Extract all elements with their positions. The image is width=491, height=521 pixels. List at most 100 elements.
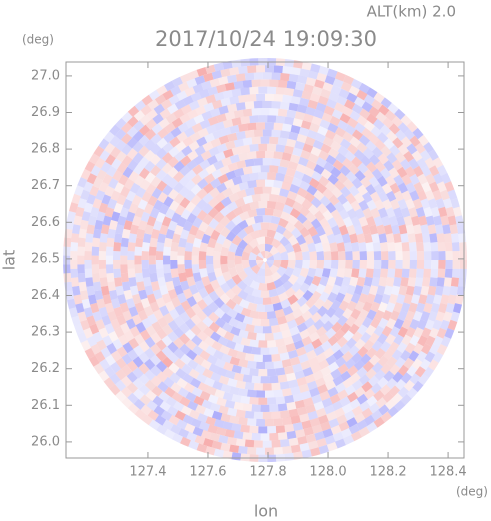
field-cell: [67, 211, 76, 222]
field-cell: [231, 117, 242, 126]
field-cell: [361, 407, 373, 419]
field-cell: [222, 271, 232, 282]
field-cell: [373, 118, 385, 130]
field-cell: [174, 99, 186, 110]
field-cell: [209, 78, 220, 88]
field-cell: [396, 293, 406, 305]
field-cell: [282, 66, 292, 75]
field-cell: [190, 131, 202, 143]
field-cell: [213, 260, 221, 269]
field-cell: [414, 277, 424, 287]
field-cell: [155, 147, 168, 160]
field-cell: [184, 86, 196, 97]
field-cell: [360, 176, 372, 189]
y-tick-label: 26.9: [31, 105, 60, 120]
field-cell: [371, 99, 383, 111]
field-cell: [121, 397, 133, 409]
field-cell: [84, 347, 96, 359]
field-cell: [63, 246, 71, 256]
field-cell: [213, 297, 225, 309]
field-cell: [184, 251, 192, 260]
field-cell: [309, 260, 317, 269]
field-cell: [323, 251, 332, 260]
field-cell: [234, 312, 246, 323]
field-cell: [433, 215, 442, 226]
field-cell: [451, 268, 460, 278]
field-cell: [231, 284, 242, 296]
field-cell: [198, 340, 210, 352]
field-cell: [320, 143, 332, 154]
field-cell: [408, 268, 417, 278]
field-cell: [220, 226, 231, 238]
field-cell: [326, 411, 337, 422]
field-cell: [353, 316, 365, 328]
field-cell: [138, 145, 150, 157]
field-cell: [436, 327, 447, 339]
field-cell: [388, 341, 400, 353]
field-cell: [336, 242, 346, 252]
field-cell: [222, 421, 233, 431]
field-cell: [300, 150, 312, 160]
field-cell: [408, 158, 420, 170]
field-cell: [181, 145, 193, 157]
field-cell: [175, 368, 187, 379]
field-cell: [109, 289, 118, 301]
field-cell: [157, 233, 167, 244]
field-cell: [343, 216, 354, 228]
field-cell: [437, 268, 446, 278]
field-cell: [197, 382, 209, 393]
field-cell: [303, 113, 314, 123]
field-cell: [383, 138, 395, 150]
field-cell: [459, 242, 467, 252]
field-cell: [231, 224, 242, 236]
field-cell: [149, 154, 162, 166]
field-cell: [173, 160, 185, 172]
field-cell: [275, 367, 286, 376]
field-cell: [107, 281, 116, 292]
field-cell: [227, 132, 238, 142]
field-cell: [350, 292, 361, 304]
field-cell: [127, 392, 139, 404]
field-cell: [115, 368, 127, 381]
field-cell: [292, 118, 303, 128]
field-cell: [277, 315, 288, 325]
field-cell: [204, 283, 215, 295]
field-cell: [290, 95, 301, 105]
field-cell: [86, 285, 95, 296]
field-cell: [417, 190, 428, 201]
field-cell: [202, 326, 215, 338]
field-cell: [284, 287, 296, 299]
field-cell: [229, 124, 240, 134]
field-cell: [351, 405, 363, 417]
field-cell: [366, 161, 378, 173]
field-cell: [284, 221, 296, 233]
field-cell: [336, 414, 348, 425]
field-cell: [311, 116, 323, 126]
field-cell: [141, 414, 153, 426]
field-cell: [291, 281, 302, 293]
field-cell: [177, 246, 186, 256]
field-cell: [362, 301, 373, 313]
field-cell: [452, 303, 462, 314]
field-cell: [319, 313, 331, 325]
field-cell: [389, 182, 401, 194]
field-cell: [113, 202, 124, 214]
field-cell: [404, 166, 416, 178]
field-cell: [109, 384, 121, 396]
field-cell: [279, 188, 290, 198]
field-cell: [431, 251, 439, 260]
field-cell: [273, 389, 283, 398]
field-cell: [331, 225, 342, 236]
field-cell: [149, 301, 160, 313]
field-cell: [383, 160, 395, 172]
field-cell: [167, 103, 179, 115]
field-cell: [443, 233, 452, 243]
field-cell: [285, 167, 296, 178]
field-cell: [412, 380, 424, 393]
field-cell: [253, 129, 263, 137]
field-cell: [310, 197, 322, 209]
field-cell: [401, 190, 412, 202]
field-cell: [322, 320, 334, 332]
field-cell: [195, 105, 207, 116]
field-cell: [220, 312, 232, 324]
